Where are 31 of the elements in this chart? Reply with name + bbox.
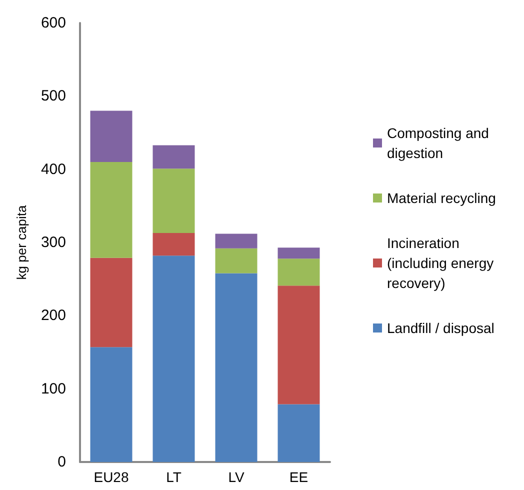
legend-label: Composting and digestion <box>387 125 489 161</box>
bar <box>278 258 320 286</box>
bar <box>152 232 195 256</box>
legend-label: Landfill / disposal <box>387 320 494 336</box>
y-tick-label: 600 <box>40 14 66 32</box>
y-tick-label: 0 <box>58 454 66 470</box>
bar <box>152 145 195 169</box>
y-tick-label: 500 <box>40 88 66 105</box>
y-tick-label: 200 <box>40 307 66 324</box>
bar <box>215 248 258 274</box>
x-tick-label: LT <box>166 469 182 485</box>
bar <box>215 234 258 248</box>
y-tick-label: 100 <box>40 380 66 398</box>
x-tick-label: EE <box>289 469 308 485</box>
legend-label: Material recycling <box>387 190 496 206</box>
bar <box>152 168 195 233</box>
bar <box>90 162 132 258</box>
x-tick-label: LV <box>228 469 245 485</box>
bar <box>278 404 320 462</box>
bar <box>90 258 132 348</box>
bar <box>215 273 258 462</box>
y-tick-label: 300 <box>40 234 66 251</box>
x-tick-label: EU28 <box>94 469 129 485</box>
bar <box>90 347 132 462</box>
bar <box>152 256 195 462</box>
bar <box>278 248 320 259</box>
y-tick-label: 400 <box>40 160 66 178</box>
legend-label: Incineration (including energy recovery) <box>387 235 494 291</box>
bar <box>278 286 320 404</box>
y-axis-title: kg per capita <box>14 204 29 280</box>
bar <box>90 110 132 162</box>
